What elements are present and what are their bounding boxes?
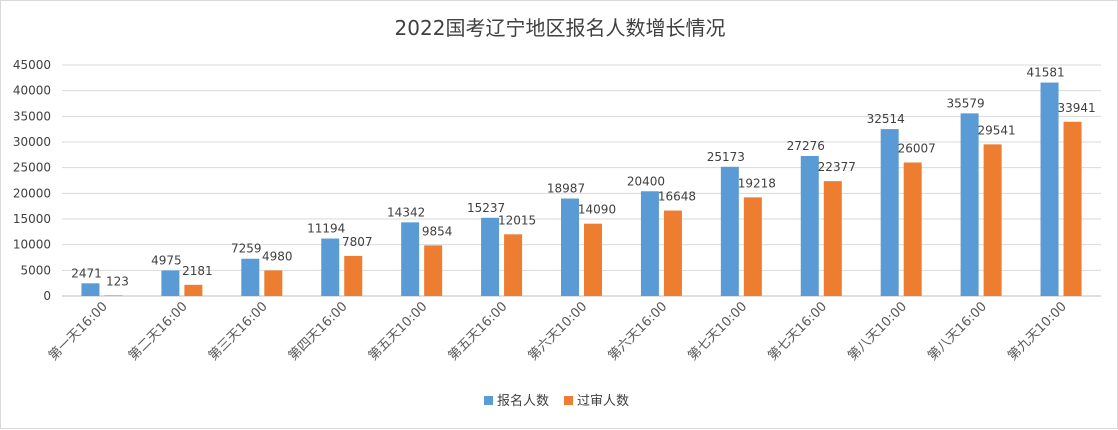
bar-approved — [743, 197, 762, 296]
bar-approved — [823, 181, 842, 296]
x-tick-label: 第四天16:00 — [286, 299, 351, 364]
data-label: 35579 — [947, 96, 985, 110]
data-label: 29541 — [978, 123, 1016, 137]
bar-approved — [264, 270, 283, 296]
data-label: 25173 — [707, 150, 745, 164]
x-tick-label: 第七天10:00 — [685, 299, 750, 364]
bar-approved — [104, 295, 123, 296]
y-tick-label: 5000 — [20, 263, 51, 277]
data-label: 12015 — [498, 213, 536, 227]
bar-applicants — [81, 283, 100, 296]
bar-applicants — [800, 155, 819, 296]
data-label: 2181 — [182, 264, 213, 278]
x-tick-label: 第五天10:00 — [366, 299, 431, 364]
data-label: 33941 — [1057, 101, 1095, 115]
bar-applicants — [481, 217, 500, 296]
data-label: 11194 — [307, 222, 345, 236]
data-label: 26007 — [898, 141, 936, 155]
bar-applicants — [960, 113, 979, 296]
bar-approved — [504, 234, 523, 296]
data-label: 7259 — [231, 242, 262, 256]
bar-applicants — [1040, 82, 1059, 296]
legend: 报名人数 过审人数 — [484, 393, 629, 409]
legend-label: 过审人数 — [577, 394, 629, 409]
data-label: 4975 — [151, 253, 182, 267]
x-axis: 第一天16:00 第二天16:00 第三天16:00 第四天16:00 第五天10:00… — [46, 299, 1070, 364]
bar-approved — [1063, 121, 1082, 296]
x-tick-label: 第八天16:00 — [925, 299, 990, 364]
bar-approved — [663, 210, 682, 296]
gridlines — [62, 64, 1101, 297]
y-tick-label: 30000 — [13, 135, 51, 149]
bar-applicants — [880, 129, 899, 296]
bar-approved — [983, 144, 1002, 296]
x-tick-label: 第六天10:00 — [526, 299, 591, 364]
y-tick-label: 20000 — [13, 186, 51, 200]
data-label: 16648 — [658, 190, 696, 204]
x-tick-label: 第九天10:00 — [1005, 299, 1070, 364]
data-label: 123 — [106, 274, 129, 288]
data-label: 14342 — [387, 205, 425, 219]
y-tick-label: 35000 — [13, 109, 51, 123]
y-tick-label: 0 — [43, 289, 51, 303]
data-label: 41581 — [1026, 66, 1064, 80]
y-tick-label: 45000 — [13, 58, 51, 72]
bar-applicants — [561, 198, 579, 296]
x-tick-label: 第一天16:00 — [46, 299, 111, 364]
y-tick-label: 25000 — [13, 161, 51, 175]
bars — [81, 82, 1082, 296]
y-tick-label: 15000 — [13, 212, 51, 226]
bar-approved — [184, 284, 203, 296]
y-tick-label: 10000 — [13, 238, 51, 252]
bar-applicants — [321, 238, 340, 296]
data-label: 14090 — [578, 203, 616, 217]
data-label: 20400 — [627, 174, 665, 188]
legend-swatch — [484, 396, 493, 405]
y-axis: 0 5000 10000 15000 20000 25000 30000 35000 40000… — [13, 58, 51, 303]
data-label: 9854 — [422, 224, 453, 238]
data-label: 7807 — [342, 235, 373, 249]
data-label: 32514 — [867, 112, 905, 126]
x-tick-label: 第六天16:00 — [606, 299, 671, 364]
data-label: 15237 — [467, 201, 505, 215]
legend-swatch — [564, 396, 573, 405]
x-tick-label: 第二天16:00 — [126, 299, 191, 364]
y-tick-label: 40000 — [13, 84, 51, 98]
bar-approved — [424, 245, 443, 296]
x-tick-label: 第五天16:00 — [446, 299, 511, 364]
x-tick-label: 第三天16:00 — [206, 299, 271, 364]
data-label: 22377 — [818, 160, 856, 174]
data-label: 4980 — [262, 249, 293, 263]
data-label: 19218 — [738, 176, 776, 190]
chart-title: 2022国考辽宁地区报名人数增长情况 — [395, 16, 726, 40]
data-label: 18987 — [547, 182, 585, 196]
bar-applicants — [640, 191, 659, 296]
bar-approved — [584, 223, 602, 296]
legend-label: 报名人数 — [497, 393, 549, 409]
bar-approved — [903, 162, 922, 296]
x-tick-label: 第七天16:00 — [765, 299, 830, 364]
x-tick-label: 第八天10:00 — [845, 299, 910, 364]
data-label: 2471 — [71, 266, 102, 280]
bar-applicants — [241, 258, 260, 296]
bar-applicants — [161, 270, 180, 296]
bar-applicants — [720, 166, 739, 296]
bar-applicants — [401, 222, 420, 296]
data-label: 27276 — [787, 139, 825, 153]
bar-approved — [344, 255, 363, 296]
